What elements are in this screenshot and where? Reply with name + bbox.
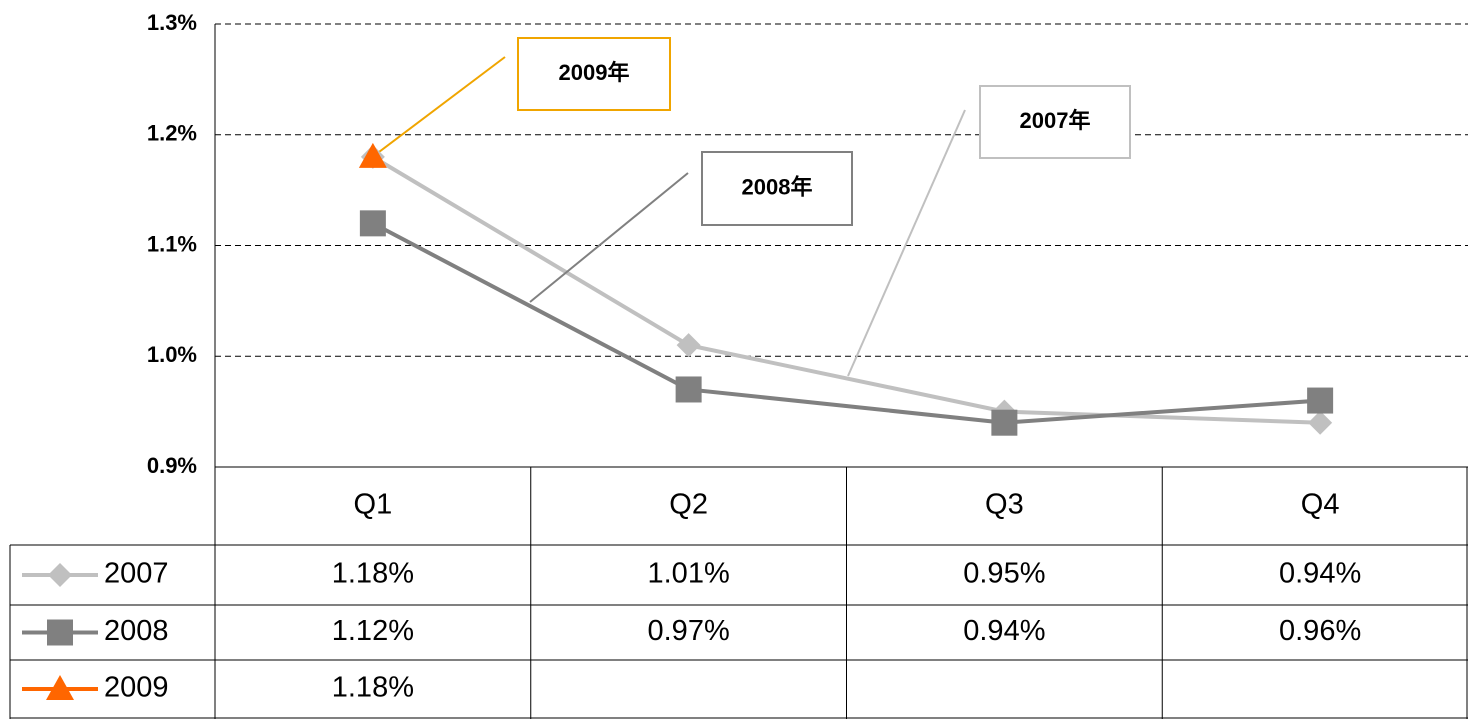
y-tick-label: 1.2% bbox=[147, 121, 197, 146]
value-label: 0.97% bbox=[648, 615, 730, 647]
callout-box bbox=[701, 151, 853, 226]
callout-box bbox=[979, 85, 1131, 159]
x-tick-label: Q2 bbox=[669, 489, 708, 521]
value-label: 0.94% bbox=[963, 615, 1045, 647]
callout-line bbox=[374, 56, 506, 156]
value-label: 1.18% bbox=[332, 672, 414, 704]
y-tick-label: 1.3% bbox=[147, 10, 197, 35]
value-label: 0.95% bbox=[963, 558, 1045, 590]
y-tick-label: 1.1% bbox=[147, 231, 197, 256]
callout-box bbox=[517, 37, 671, 111]
series-line bbox=[371, 155, 1321, 425]
point bbox=[676, 333, 701, 358]
annotation: 2008年 bbox=[742, 174, 813, 199]
value-label: 1.01% bbox=[648, 558, 730, 590]
y-tick-label: 0.9% bbox=[147, 453, 197, 478]
x-tick-label: Q1 bbox=[354, 489, 393, 521]
legend-marker bbox=[47, 619, 73, 646]
legend-label: 2009 bbox=[104, 672, 169, 704]
point bbox=[675, 376, 702, 403]
point bbox=[358, 142, 387, 168]
legend-marker bbox=[48, 563, 72, 587]
callout-line bbox=[847, 109, 966, 377]
value-label: 1.18% bbox=[332, 558, 414, 590]
legend-label: 2007 bbox=[104, 558, 169, 590]
x-tick-label: Q3 bbox=[985, 489, 1024, 521]
callout-line bbox=[529, 172, 689, 303]
point bbox=[991, 409, 1018, 436]
point bbox=[1308, 410, 1333, 435]
value-label: 1.12% bbox=[332, 615, 414, 647]
y-tick-label: 1.0% bbox=[147, 342, 197, 367]
point bbox=[1307, 387, 1334, 414]
value-label: 0.94% bbox=[1279, 558, 1361, 590]
point bbox=[359, 210, 386, 237]
x-tick-label: Q4 bbox=[1301, 489, 1340, 521]
legend-label: 2008 bbox=[104, 615, 169, 647]
series-line bbox=[371, 221, 1321, 425]
legend-marker bbox=[46, 675, 74, 700]
annotation: 2007年 bbox=[1020, 108, 1091, 133]
value-label: 0.96% bbox=[1279, 615, 1361, 647]
annotation: 2009年 bbox=[559, 60, 630, 85]
